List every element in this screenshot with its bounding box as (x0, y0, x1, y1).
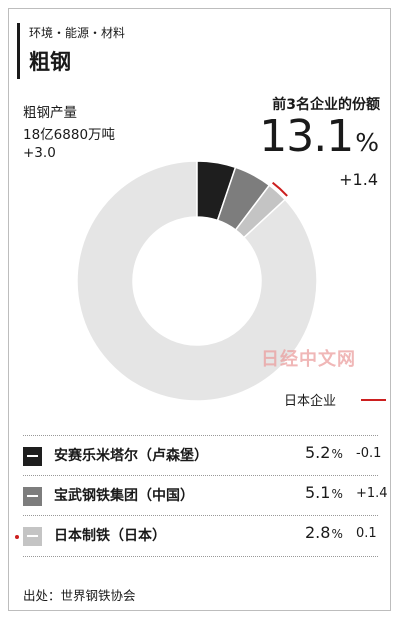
category-label: 环境・能源・材料 (29, 26, 126, 40)
legend-row: 安赛乐米塔尔（卢森堡） 5.2% -0.1 (23, 435, 382, 476)
legend-value-number: 2.8 (305, 523, 331, 542)
japan-marker-label: 日本企业 (284, 394, 337, 409)
legend-change: -0.1 (356, 446, 382, 461)
japan-segment-marker (272, 181, 288, 197)
top3-share-change: +1.4 (339, 170, 378, 189)
legend-value: 5.1% (305, 483, 343, 502)
top3-share-unit: % (355, 128, 379, 157)
slice-others (76, 160, 318, 402)
legend-name: 宝武钢铁集团（中国） (54, 488, 194, 504)
production-label: 粗钢产量 (23, 105, 77, 121)
production-change: +3.0 (23, 145, 56, 161)
top3-share-number: 13.1 (259, 111, 354, 162)
legend-swatch (23, 487, 42, 506)
category-accent-bar (17, 23, 20, 79)
legend-swatch (23, 447, 42, 466)
legend-swatch (23, 527, 42, 546)
source-note: 出处：世界钢铁协会 (23, 588, 136, 603)
watermark: 日经中文网 (261, 349, 356, 370)
legend-value-number: 5.2 (305, 443, 331, 462)
legend-value: 2.8% (305, 523, 343, 542)
donut-chart (76, 160, 318, 402)
top3-share-label: 前3名企业的份额 (272, 97, 380, 113)
legend-row: 宝武钢铁集团（中国） 5.1% +1.4 (23, 475, 388, 516)
japan-company-dot (15, 535, 19, 539)
legend-name: 安赛乐米塔尔（卢森堡） (54, 448, 208, 464)
japan-marker-line (361, 399, 386, 401)
legend-value: 5.2% (305, 443, 343, 462)
legend-value-unit: % (331, 487, 343, 501)
top3-share-value: 13.1% (259, 115, 379, 159)
infographic-frame: 环境・能源・材料 粗钢 粗钢产量 18亿6880万吨 +3.0 前3名企业的份额… (8, 8, 391, 611)
legend-value-unit: % (331, 447, 343, 461)
production-value: 18亿6880万吨 (23, 127, 116, 143)
page-title: 粗钢 (29, 50, 71, 74)
legend-name: 日本制铁（日本） (54, 528, 166, 544)
legend-change: 0.1 (356, 526, 377, 541)
slice-nippon-steel (234, 184, 287, 239)
legend-value-unit: % (331, 527, 343, 541)
legend-value-number: 5.1 (305, 483, 331, 502)
legend-change: +1.4 (356, 486, 388, 501)
legend-row: 日本制铁（日本） 2.8% 0.1 (15, 515, 378, 557)
